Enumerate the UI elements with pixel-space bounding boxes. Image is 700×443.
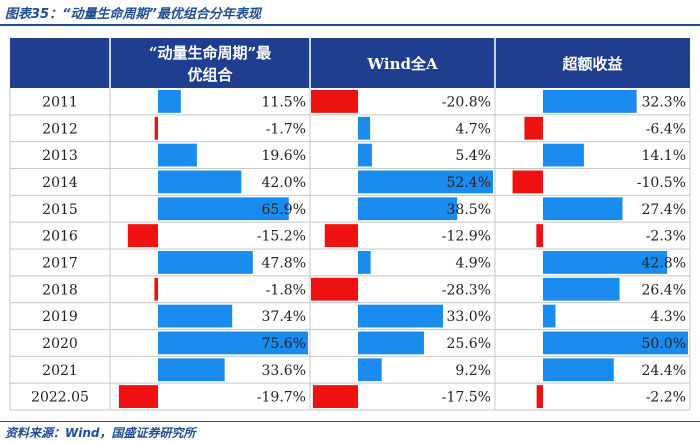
- data-label: 27.4%: [642, 202, 686, 218]
- data-bar: [543, 251, 668, 274]
- data-label: 42.0%: [262, 175, 306, 191]
- data-label: 33.0%: [447, 309, 491, 325]
- data-bar: [158, 197, 289, 221]
- data-bar: [158, 170, 242, 194]
- data-bar: [154, 116, 158, 140]
- data-label: 9.2%: [455, 363, 491, 379]
- year-label: 2022.05: [31, 390, 89, 406]
- year-label: 2020: [42, 336, 78, 352]
- data-label: 32.3%: [642, 94, 686, 110]
- data-label: 38.5%: [447, 202, 491, 218]
- data-bar: [158, 251, 253, 274]
- data-label: -2.2%: [646, 390, 686, 406]
- data-bar: [127, 224, 158, 247]
- data-label: 24.4%: [642, 363, 686, 379]
- column-header-0-line-0: “动量生命周期”最: [149, 44, 272, 62]
- data-bar: [118, 385, 158, 408]
- data-label: 65.9%: [262, 202, 306, 218]
- column-header-0-line-1: 优组合: [187, 66, 233, 84]
- data-label: 42.8%: [642, 255, 686, 271]
- data-bar: [358, 197, 458, 221]
- data-bar: [512, 170, 543, 194]
- data-label: -1.7%: [266, 121, 306, 137]
- data-label: -6.4%: [646, 121, 686, 137]
- data-label: -1.8%: [266, 282, 306, 298]
- data-label: -15.2%: [257, 229, 306, 245]
- data-bar: [536, 224, 543, 247]
- data-label: 25.6%: [447, 336, 491, 352]
- data-bar: [158, 304, 233, 328]
- data-label: -20.8%: [442, 94, 491, 110]
- data-bar: [158, 90, 181, 113]
- data-bar: [158, 143, 197, 167]
- year-label: 2014: [42, 175, 78, 191]
- year-label: 2019: [42, 309, 78, 325]
- year-label: 2013: [42, 148, 78, 164]
- data-label: 26.4%: [642, 282, 686, 298]
- data-bar: [311, 90, 358, 113]
- year-label: 2018: [42, 282, 78, 298]
- data-label: 4.9%: [455, 255, 491, 271]
- data-label: 47.8%: [262, 255, 306, 271]
- year-label: 2012: [42, 121, 78, 137]
- data-label: 11.5%: [262, 94, 306, 110]
- year-label: 2017: [42, 255, 78, 271]
- data-bar: [358, 304, 444, 328]
- data-label: 75.6%: [262, 336, 306, 352]
- data-bar: [154, 277, 158, 301]
- year-label: 2015: [42, 202, 78, 218]
- chart-title: 图表35：“动量生命周期”最优组合分年表现: [5, 7, 261, 22]
- data-label: 4.7%: [455, 121, 491, 137]
- data-bar: [358, 251, 371, 274]
- year-label: 2011: [42, 94, 78, 110]
- column-header-2-line-0: 超额收益: [561, 55, 622, 73]
- year-label: 2021: [42, 363, 78, 379]
- year-label: 2016: [42, 229, 78, 245]
- data-label: -10.5%: [637, 175, 686, 191]
- data-bar: [543, 90, 637, 113]
- data-bar: [543, 197, 623, 221]
- data-bar: [543, 143, 584, 167]
- data-bar: [358, 331, 424, 355]
- data-bar: [543, 331, 688, 355]
- data-bar: [358, 116, 371, 140]
- data-bar: [536, 385, 543, 408]
- data-label: 14.1%: [642, 148, 686, 164]
- data-label: -17.5%: [442, 390, 491, 406]
- source-note: 资料来源：Wind，国盛证券研究所: [5, 426, 196, 440]
- data-label: -28.3%: [442, 282, 491, 298]
- data-bar: [524, 116, 543, 140]
- header-band: [10, 38, 690, 88]
- data-label: 33.6%: [262, 363, 306, 379]
- source-divider: [0, 421, 700, 422]
- data-label: 4.3%: [650, 309, 686, 325]
- data-label: 19.6%: [262, 148, 306, 164]
- data-bar: [543, 304, 556, 328]
- data-bar: [358, 143, 372, 167]
- data-bar: [358, 170, 493, 194]
- title-divider: [0, 24, 700, 26]
- data-label: 50.0%: [642, 336, 686, 352]
- data-bar: [543, 358, 614, 382]
- data-label: 5.4%: [455, 148, 491, 164]
- data-label: -2.3%: [646, 229, 686, 245]
- data-bar: [158, 331, 308, 355]
- data-label: 52.4%: [447, 175, 491, 191]
- data-label: -19.7%: [257, 390, 306, 406]
- column-header-1-line-0: Wind全A: [366, 55, 438, 73]
- data-bar: [311, 277, 358, 301]
- data-label: 37.4%: [262, 309, 306, 325]
- data-bar: [543, 277, 620, 301]
- data-bar: [358, 358, 382, 382]
- data-bar: [158, 358, 225, 382]
- data-label: -12.9%: [442, 229, 491, 245]
- data-bar: [312, 385, 358, 408]
- data-bar: [324, 224, 358, 247]
